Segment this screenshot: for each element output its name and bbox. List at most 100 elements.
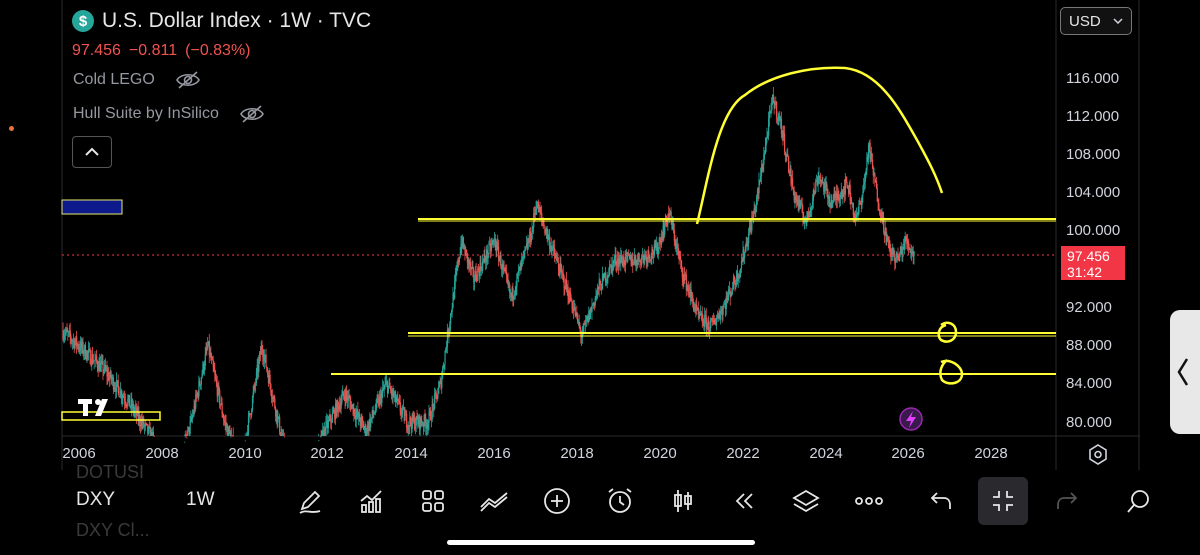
candle-body xyxy=(444,351,446,365)
candle-body xyxy=(474,280,476,283)
candle-body xyxy=(752,212,755,219)
candle-body xyxy=(137,408,139,420)
candle-body xyxy=(461,243,463,248)
chart-type-tool[interactable] xyxy=(666,484,700,518)
templates-tool[interactable] xyxy=(416,484,450,518)
candle-body xyxy=(761,166,763,171)
candle-body xyxy=(467,258,469,263)
candle-body xyxy=(325,421,327,436)
candle-body xyxy=(114,387,116,389)
indicators-tool[interactable] xyxy=(354,484,388,518)
chevron-up-icon xyxy=(85,147,99,156)
candle-body xyxy=(738,276,740,279)
candle-body xyxy=(217,385,219,397)
x-tick: 2016 xyxy=(477,445,511,462)
candle-body xyxy=(639,260,641,262)
candle-body xyxy=(419,417,421,430)
candle-body xyxy=(779,116,781,121)
symbol-button[interactable]: DXY xyxy=(76,489,116,510)
candle-body xyxy=(892,247,894,255)
candle-body xyxy=(687,286,689,288)
indicator-label: Hull Suite by InSilico xyxy=(73,105,219,122)
candle-body xyxy=(679,256,681,260)
candle-body xyxy=(199,381,201,386)
candle-body xyxy=(609,265,611,275)
redo-tool[interactable] xyxy=(1050,484,1084,518)
indicator-row-cold-lego[interactable]: Cold LEGO xyxy=(73,70,201,90)
candle-body xyxy=(93,360,95,362)
candle-body xyxy=(891,247,894,255)
grid-icon xyxy=(422,490,444,512)
undo-tool[interactable] xyxy=(924,484,958,518)
candle-body xyxy=(397,397,399,401)
candle-body xyxy=(339,404,341,409)
compare-tool[interactable] xyxy=(478,484,512,518)
candle-body xyxy=(729,290,731,297)
candle-body xyxy=(671,220,673,229)
candle-body xyxy=(386,381,389,393)
candle-body xyxy=(602,274,604,275)
candle-body xyxy=(463,247,465,249)
candle-body xyxy=(101,360,103,362)
candle-body xyxy=(862,191,864,196)
candle-body xyxy=(820,179,823,182)
fullscreen-exit-tool[interactable] xyxy=(978,477,1028,525)
candle-body xyxy=(363,428,365,430)
x-tick: 2026 xyxy=(891,445,925,462)
candle-body xyxy=(109,371,111,377)
candle-body xyxy=(777,118,779,120)
candle-body xyxy=(148,426,151,428)
candle-body xyxy=(321,430,323,436)
candle-body xyxy=(726,296,728,301)
candle-body xyxy=(883,216,885,232)
candle-body xyxy=(342,391,345,396)
candle-body xyxy=(755,205,757,213)
candle-body xyxy=(460,243,462,254)
candle-body xyxy=(787,154,789,157)
current-price-tag: 97.456 31:42 xyxy=(1061,246,1125,280)
candle-body xyxy=(273,396,275,399)
candle-body xyxy=(768,118,770,136)
candle-body xyxy=(698,313,700,315)
candle-body xyxy=(708,330,711,332)
candle-body xyxy=(597,286,600,290)
side-panel-toggle[interactable] xyxy=(1170,310,1200,434)
interval-button[interactable]: 1W xyxy=(186,489,215,510)
more-tool[interactable] xyxy=(852,484,886,518)
dome-arc xyxy=(695,66,944,225)
candle-body xyxy=(122,396,124,398)
candle-body xyxy=(611,265,613,272)
candle-body xyxy=(832,195,834,203)
indicator-row-hull-suite[interactable]: Hull Suite by InSilico xyxy=(73,104,265,124)
candle-body xyxy=(380,393,382,403)
candle-body xyxy=(150,431,152,436)
candle-body xyxy=(591,305,593,312)
candle-body xyxy=(652,249,654,255)
candle-body xyxy=(450,312,453,314)
candle-body xyxy=(912,251,914,257)
replay-tool[interactable] xyxy=(727,484,761,518)
minimize-icon xyxy=(993,491,1013,511)
collapse-legend-button[interactable] xyxy=(72,136,112,168)
alert-tool[interactable] xyxy=(603,484,637,518)
candle-body xyxy=(587,315,589,322)
eye-off-icon[interactable] xyxy=(175,70,201,90)
candle-body xyxy=(340,402,342,409)
currency-select[interactable]: USD xyxy=(1060,7,1132,35)
candle-body xyxy=(561,272,564,274)
candle-body xyxy=(595,296,597,299)
eye-off-icon[interactable] xyxy=(239,104,265,124)
candle-body xyxy=(840,191,842,195)
search-tool[interactable] xyxy=(1120,484,1154,518)
lightning-icon[interactable] xyxy=(899,407,923,431)
candle-body xyxy=(387,385,389,393)
draw-tool[interactable] xyxy=(293,484,327,518)
add-tool[interactable] xyxy=(540,484,574,518)
candle-body xyxy=(406,427,409,430)
candle-body xyxy=(768,113,771,119)
axis-settings-icon[interactable] xyxy=(1089,444,1107,465)
x-tick: 2028 xyxy=(974,445,1008,462)
layers-tool[interactable] xyxy=(789,484,823,518)
candle-body xyxy=(282,435,284,436)
